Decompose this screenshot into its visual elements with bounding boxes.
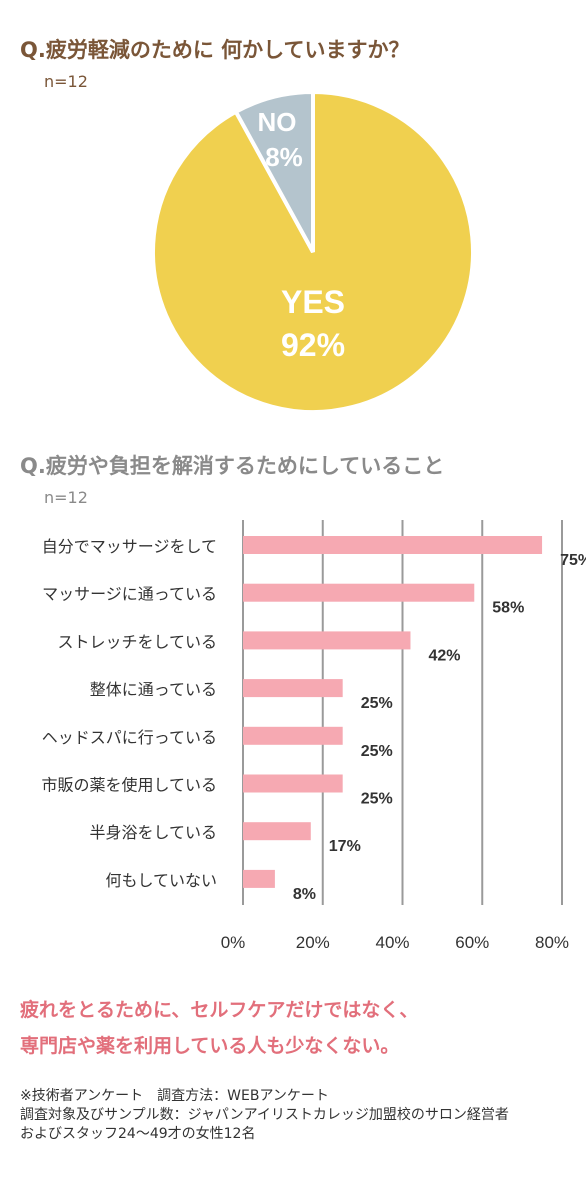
x-tick-label: 0% xyxy=(221,933,246,952)
bar xyxy=(243,536,543,554)
value-label: 25% xyxy=(361,695,393,712)
footnote: ※技術者アンケート 調査方法：WEBアンケート 調査対象及びサンプル数：ジャパン… xyxy=(20,1087,509,1144)
footnote-line-2: 調査対象及びサンプル数：ジャパンアイリストカレッジ加盟校のサロン経営者 xyxy=(20,1107,509,1123)
conclusion-line-2: 専門店や薬を利用している人も少なくない。 xyxy=(20,1035,400,1057)
value-label: 25% xyxy=(361,743,393,760)
bar xyxy=(243,822,311,841)
x-tick-label: 40% xyxy=(375,933,409,952)
pie-value-yes: 92% xyxy=(281,327,345,363)
conclusion-line-1: 疲れをとるために、セルフケアだけではなく、 xyxy=(20,999,419,1021)
category-label: 整体に通っている xyxy=(90,680,217,699)
footnote-line-1: ※技術者アンケート 調査方法：WEBアンケート xyxy=(20,1088,329,1104)
category-label: マッサージに通っている xyxy=(42,585,217,604)
pie-value-no: 8% xyxy=(265,142,303,172)
value-label: 8% xyxy=(293,886,316,903)
question-1-sample-size: n=12 xyxy=(44,72,88,91)
bar xyxy=(243,583,475,602)
bar xyxy=(243,869,275,888)
question-2-sample-size: n=12 xyxy=(44,488,88,507)
footnote-line-3: およびスタッフ24～49才の女性12名 xyxy=(20,1126,256,1142)
category-label: ストレッチをしている xyxy=(57,632,217,651)
bar xyxy=(243,679,343,698)
bar xyxy=(243,631,411,650)
pie-label-yes: YES xyxy=(281,284,345,320)
value-label: 42% xyxy=(428,647,460,664)
conclusion-text: 疲れをとるために、セルフケアだけではなく、 専門店や薬を利用している人も少なくな… xyxy=(20,992,418,1064)
x-tick-label: 80% xyxy=(535,933,569,952)
pie-label-no: NO xyxy=(258,107,297,137)
x-tick-label: 20% xyxy=(296,933,330,952)
question-2-title: Q.疲労や負担を解消するためにしていること xyxy=(20,454,445,478)
x-tick-label: 60% xyxy=(455,933,489,952)
value-label: 25% xyxy=(361,791,393,808)
category-label: ヘッドスパに行っている xyxy=(42,728,217,747)
activities-bar-chart: 0% 20% 40% 60% 80% 自分でマッサージをして 75% マッサージに通っている 5… xyxy=(41,520,586,952)
category-label: 半身浴をしている xyxy=(89,823,217,842)
category-label: 市販の薬を使用している xyxy=(41,776,217,795)
bar xyxy=(243,726,343,745)
question-1-title: Q.疲労軽減のために 何かしていますか？ xyxy=(20,38,410,62)
bar xyxy=(243,774,343,793)
category-label: 自分でマッサージをして xyxy=(42,537,217,556)
pie-slice-no xyxy=(233,89,315,253)
yes-no-pie-chart: YES 92% NO 8% xyxy=(151,89,475,414)
value-label: 75% xyxy=(560,552,586,569)
value-label: 17% xyxy=(329,838,361,855)
category-label: 何もしていない xyxy=(105,871,217,890)
value-label: 58% xyxy=(492,600,524,617)
